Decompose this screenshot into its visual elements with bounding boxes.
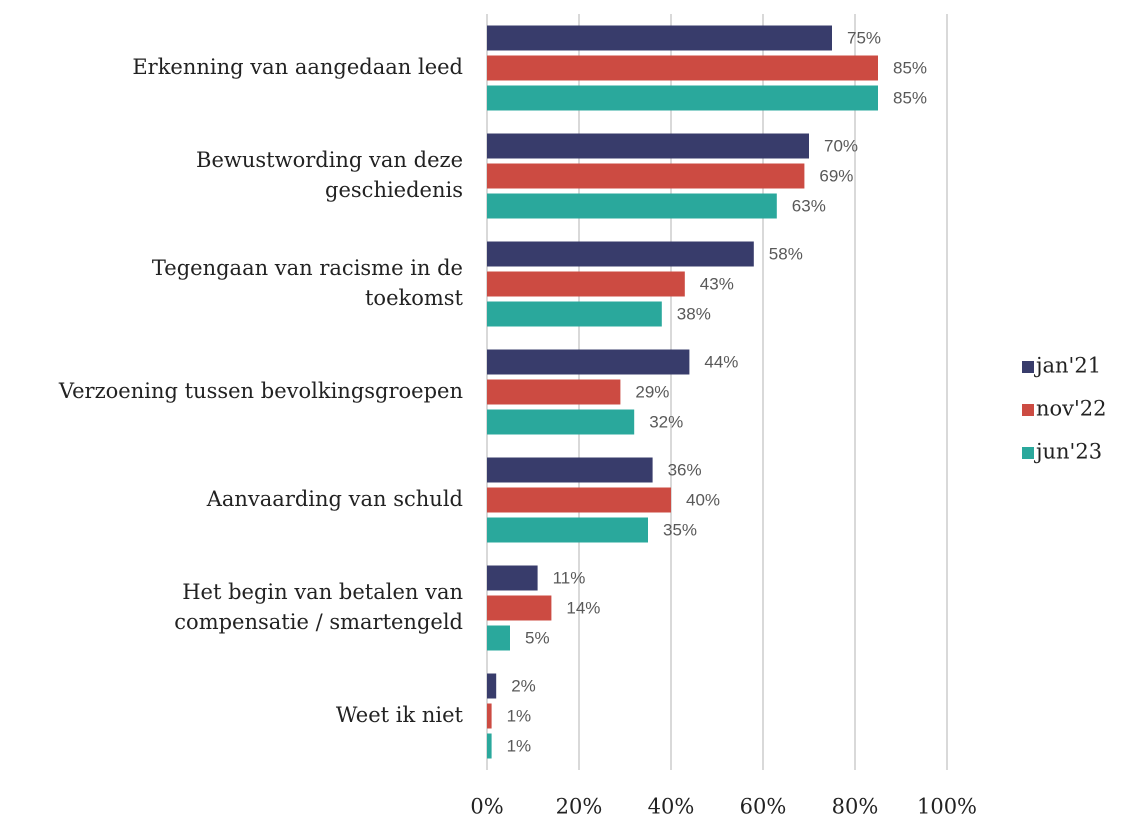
bar	[487, 241, 754, 267]
value-label: 1%	[507, 706, 532, 725]
x-tick-label: 20%	[556, 795, 603, 819]
bar	[487, 349, 690, 375]
x-tick-label: 60%	[740, 795, 787, 819]
category-label: Weet ik niet	[336, 703, 464, 727]
category-label: Verzoening tussen bevolkingsgroepen	[58, 379, 463, 403]
value-label: 43%	[700, 274, 734, 293]
bar	[487, 457, 653, 483]
bar	[487, 673, 497, 699]
bar	[487, 193, 777, 219]
x-tick-label: 0%	[470, 795, 503, 819]
category-label: Erkenning van aangedaan leed	[132, 55, 463, 79]
bar	[487, 517, 648, 543]
legend-label: jan'21	[1033, 354, 1101, 378]
legend-swatch	[1022, 447, 1034, 459]
value-label: 58%	[769, 244, 803, 263]
bar	[487, 595, 552, 621]
category-label: Aanvaarding van schuld	[206, 487, 463, 511]
bar	[487, 271, 685, 297]
bar	[487, 55, 878, 81]
value-label: 44%	[704, 352, 738, 371]
bar	[487, 565, 538, 591]
legend-label: nov'22	[1036, 397, 1107, 421]
value-label: 5%	[525, 628, 550, 647]
x-tick-label: 40%	[648, 795, 695, 819]
legend-label: jun'23	[1033, 440, 1102, 464]
value-label: 11%	[553, 568, 586, 587]
bar	[487, 487, 671, 513]
bar	[487, 133, 809, 159]
x-tick-label: 80%	[832, 795, 879, 819]
value-label: 32%	[649, 412, 683, 431]
category-label: Bewustwording van deze geschiedenis	[196, 148, 463, 202]
value-label: 85%	[893, 58, 927, 77]
bar	[487, 703, 492, 729]
legend-swatch	[1022, 361, 1034, 373]
legend-swatch	[1022, 404, 1034, 416]
value-label: 36%	[668, 460, 702, 479]
value-label: 14%	[566, 598, 600, 617]
x-tick-label: 100%	[917, 795, 977, 819]
value-label: 40%	[686, 490, 720, 509]
value-label: 29%	[635, 382, 669, 401]
bar	[487, 625, 510, 651]
value-label: 38%	[677, 304, 711, 323]
value-label: 2%	[511, 676, 536, 695]
category-label: Tegengaan van racisme in de toekomst	[152, 256, 464, 310]
bar	[487, 733, 492, 759]
value-label: 1%	[507, 736, 532, 755]
value-label: 69%	[819, 166, 853, 185]
bar	[487, 163, 805, 189]
value-label: 70%	[824, 136, 858, 155]
bar	[487, 25, 832, 51]
bar	[487, 301, 662, 327]
value-label: 75%	[847, 28, 881, 47]
value-label: 85%	[893, 88, 927, 107]
bar	[487, 379, 621, 405]
bar	[487, 85, 878, 111]
value-label: 63%	[792, 196, 826, 215]
bar	[487, 409, 635, 435]
category-label: Het begin van betalen van compensatie / s…	[174, 580, 463, 634]
value-label: 35%	[663, 520, 697, 539]
